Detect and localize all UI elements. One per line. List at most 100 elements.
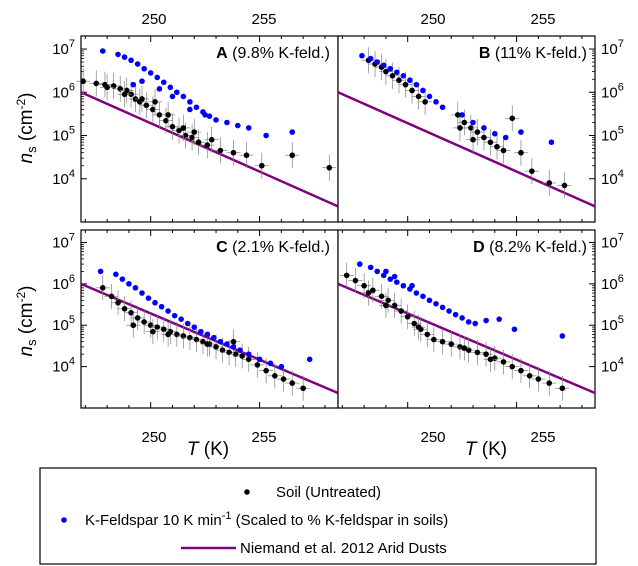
kfeld-point [263,132,269,139]
kfeld-point [193,104,200,111]
kfeld-point [472,320,479,327]
soil-point [526,372,533,379]
kfeld-point [156,86,163,92]
kfeld-point [128,57,134,64]
soil-point [424,331,431,338]
soil-point [187,334,193,341]
y-tick-label: 107 [52,38,75,58]
kfeld-point [446,308,452,314]
soil-point [481,134,487,141]
kfeld-point [97,268,104,275]
kfeld-point [439,304,446,311]
soil-point [546,380,553,386]
soil-point [509,363,516,370]
x-axis-title-left: T (K) [187,439,229,460]
panel-frame [80,229,339,409]
kfeld-point [407,77,413,84]
kfeld-point [481,125,487,131]
soil-point [494,143,500,150]
soil-point [378,293,385,300]
kfeld-point [380,62,387,69]
kfeld-point [426,93,433,100]
soil-point [254,362,261,368]
soil-point [402,81,409,88]
kfeld-point [559,333,566,339]
kfeld-point [169,93,176,100]
soil-point [213,344,219,350]
kfeld-point [178,316,184,322]
kfeld-point [211,334,217,341]
kfeld-point [197,328,204,335]
panel-c: 104 105 106 107 C (2.1% K-feld.) [52,229,339,409]
soil-point [130,322,137,329]
kfeld-point [224,341,230,347]
kfeld-point [289,129,296,135]
soil-point [147,322,154,329]
kfeld-point [433,300,439,307]
soil-point [152,99,158,105]
soil-point [389,73,396,79]
kfeld-point [383,268,389,275]
kfeld-point [400,73,407,79]
soil-point [110,83,117,89]
kfeld-point [165,308,171,314]
kfeld-point [230,344,237,350]
kfeld-point [154,74,161,81]
soil-point [289,152,296,159]
kfeld-point [213,117,219,123]
kfeld-point [465,319,472,325]
kfeld-point [224,119,230,126]
kfeld-point [187,99,193,105]
kfeld-point [256,356,263,363]
kfeld-point [433,99,439,105]
soil-point [230,338,237,345]
soil-point [461,345,468,351]
kfeld-point [387,276,394,282]
legend-marker-kfeld [61,517,67,523]
soil-point [150,106,156,113]
soil-point [128,309,134,316]
soil-point [398,308,404,314]
kfeld-point [134,61,141,67]
soil-point [163,117,169,124]
panel-label: D (8.2% K-feld.) [473,239,587,256]
soil-point [239,353,245,359]
soil-point [195,139,202,146]
legend-box [39,467,597,565]
soil-point [509,115,516,122]
legend-label-kfeld: K-Feldspar 10 K min-1 (Scaled to % K-fel… [85,510,448,529]
kfeld-point [470,119,476,126]
kfeld-point [204,331,211,338]
soil-point [219,347,226,353]
soil-point [280,376,287,382]
kfeld-point [420,293,426,300]
soil-point [243,152,250,159]
soil-point [93,80,100,87]
soil-point [529,168,535,174]
kfeld-point [171,312,178,319]
kfeld-point [121,54,128,60]
soil-point [165,112,171,118]
soil-point [150,328,156,335]
soil-point [415,93,422,100]
y-tick-label: 105 [52,314,75,334]
soil-point [361,282,367,289]
kfeld-point [235,122,241,129]
kfeld-point [158,303,165,310]
soil-point [404,313,411,320]
soil-point [474,349,481,356]
soil-point [182,132,189,139]
bottom-tick-label-250: 250 [141,429,166,446]
soil-point [108,293,115,300]
soil-point [518,149,524,156]
kfeld-point [141,65,147,72]
kfeld-point [413,81,420,88]
soil-point [193,336,200,343]
y-axis-title-bottom: ns (cm-2) [14,285,39,356]
kfeld-point [187,106,193,113]
kfeld-point [391,273,398,280]
kfeld-point [132,285,139,291]
panel-label: B (11% K-feld.) [479,45,587,62]
top-tick-label-250-right: 250 [420,11,445,28]
